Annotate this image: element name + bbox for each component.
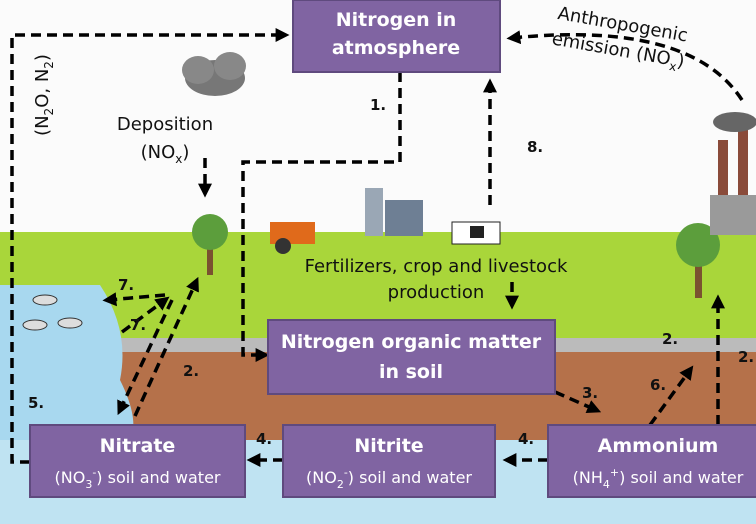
text-part: ) soil and water <box>619 468 744 487</box>
node-title: Nitrate <box>100 435 176 457</box>
text-part: (NO <box>55 468 86 487</box>
subscript: 2 <box>337 478 344 491</box>
superscript: + <box>610 466 619 479</box>
step-number: 7. <box>130 316 146 334</box>
step-number: 5. <box>28 394 44 412</box>
step-number: 6. <box>650 376 666 394</box>
step-number: 7. <box>118 276 134 294</box>
step-number: 4. <box>256 430 272 448</box>
text-part: (NO <box>141 142 176 163</box>
nitrogen-cycle-diagram: Nitrogen in atmosphere Nitrogen organic … <box>0 0 756 524</box>
subscript: 2 <box>42 61 56 69</box>
step-number: 8. <box>527 138 543 156</box>
step-number: 3. <box>582 384 598 402</box>
text-part: ) <box>182 142 189 163</box>
step-number: 2. <box>183 362 199 380</box>
node-label: atmosphere <box>332 37 460 59</box>
step-number: 2. <box>738 348 754 366</box>
node-label: in soil <box>379 361 443 383</box>
text-part: O, N <box>32 69 53 108</box>
step-number: 2. <box>662 330 678 348</box>
text-part: ) <box>32 54 53 61</box>
subscript: 2 <box>42 108 56 116</box>
text-part: (NO <box>306 468 337 487</box>
deposition-label: (NOx) <box>141 142 190 166</box>
subscript: 3 <box>85 478 92 491</box>
node-label: Nitrogen organic matter <box>281 331 542 353</box>
subscript: 4 <box>603 478 610 491</box>
fertilizers-label: Fertilizers, crop and livestock <box>305 256 568 277</box>
text-part: ) soil and water <box>348 468 473 487</box>
node-label: Nitrogen in <box>336 9 457 31</box>
text-part: (NH <box>573 468 603 487</box>
species-boxes: Nitrate(NO3-) soil and waterNitrite(NO2-… <box>30 425 756 497</box>
fertilizers-label: production <box>388 282 485 303</box>
deposition-label: Deposition <box>117 114 213 135</box>
node-title: Nitrite <box>354 435 423 457</box>
step-number: 1. <box>370 96 386 114</box>
step-number: 4. <box>518 430 534 448</box>
node-title: Ammonium <box>598 435 719 457</box>
text-part: (N <box>32 115 53 136</box>
text-part: ) soil and water <box>96 468 221 487</box>
subscript: x <box>175 152 182 166</box>
